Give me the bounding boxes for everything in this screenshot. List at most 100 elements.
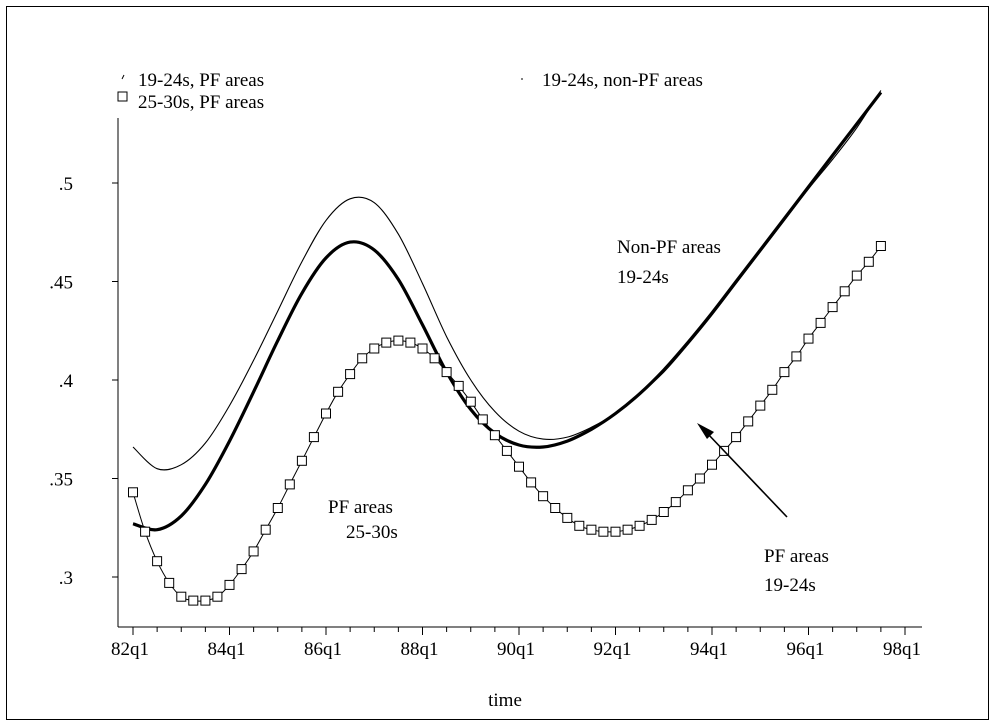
data-point-square bbox=[321, 408, 331, 419]
data-point-square bbox=[489, 430, 500, 441]
legend-item-pf-19-24: 19-24s, PF areas bbox=[121, 70, 264, 91]
data-point-square bbox=[755, 400, 766, 411]
data-point-square bbox=[465, 396, 476, 407]
data-point-square bbox=[658, 507, 669, 517]
data-point-square bbox=[345, 369, 356, 380]
data-point-square bbox=[140, 526, 151, 537]
data-point-square bbox=[670, 497, 681, 508]
annotation-pf19-line2: 19-24s bbox=[764, 575, 816, 596]
data-point-square bbox=[128, 487, 138, 498]
data-point-square bbox=[779, 367, 790, 378]
y-tick-label: .5 bbox=[59, 174, 73, 195]
legend-item-nonpf-19-24: 19-24s, non-PF areas bbox=[521, 70, 703, 91]
data-point-square bbox=[514, 461, 524, 472]
data-point-square bbox=[417, 343, 428, 354]
data-point-square bbox=[550, 503, 561, 513]
legend-marker-square bbox=[117, 91, 128, 102]
data-point-square bbox=[598, 526, 609, 537]
annotation-pf25-line2: 25-30s bbox=[346, 522, 398, 543]
plot-area: .3 .35 .4 .45 .5 82q1 84q1 86q1 88q1 90q1 92q1 94q1… bbox=[49, 90, 922, 660]
data-point-square bbox=[248, 546, 259, 557]
legend-label: 25-30s, PF areas bbox=[138, 92, 264, 113]
data-point-square bbox=[694, 473, 705, 484]
y-tick-label: .4 bbox=[59, 371, 74, 392]
x-tick-label: 94q1 bbox=[690, 639, 728, 660]
annotation-pf19-line1: PF areas bbox=[764, 546, 829, 567]
y-tick-label: .35 bbox=[49, 470, 73, 491]
data-point-square bbox=[682, 485, 693, 496]
data-point-square bbox=[574, 520, 585, 531]
data-point-square bbox=[333, 386, 344, 397]
legend-label: 19-24s, non-PF areas bbox=[542, 70, 703, 91]
series-line-19-24s-pf-areas bbox=[132, 91, 883, 532]
annotation-arrow bbox=[697, 423, 788, 518]
data-point-square bbox=[260, 524, 271, 535]
x-tick-label: 92q1 bbox=[594, 639, 632, 660]
annotation-pf25-line1: PF areas bbox=[328, 497, 393, 518]
data-point-square bbox=[707, 459, 717, 470]
data-point-square bbox=[634, 520, 645, 531]
data-point-square bbox=[369, 343, 380, 354]
arrow-head bbox=[697, 423, 714, 439]
y-tick-label: .3 bbox=[59, 568, 73, 589]
data-point-square bbox=[429, 353, 440, 364]
data-point-square bbox=[393, 335, 404, 346]
data-point-square bbox=[827, 302, 838, 313]
data-point-square bbox=[791, 351, 802, 362]
x-tick-label: 98q1 bbox=[883, 639, 921, 660]
data-point-square bbox=[453, 380, 464, 391]
data-point-square bbox=[731, 432, 742, 443]
data-point-square bbox=[224, 579, 235, 590]
data-point-square bbox=[176, 591, 187, 602]
data-point-square bbox=[610, 526, 621, 537]
data-point-square bbox=[296, 455, 307, 466]
data-point-square bbox=[622, 524, 633, 535]
data-point-square bbox=[562, 512, 573, 523]
data-point-square bbox=[200, 595, 211, 606]
data-point-square bbox=[381, 337, 392, 348]
data-point-square bbox=[308, 432, 319, 443]
data-point-square bbox=[152, 556, 163, 567]
legend: 19-24s, PF areas 25-30s, PF areas 19-24s… bbox=[117, 70, 703, 113]
x-tick-label: 84q1 bbox=[208, 639, 246, 660]
x-tick-label: 96q1 bbox=[787, 639, 825, 660]
legend-label: 19-24s, PF areas bbox=[138, 70, 264, 91]
y-tick-label: .45 bbox=[49, 273, 73, 294]
data-point-square bbox=[851, 270, 862, 281]
data-point-square bbox=[743, 416, 754, 427]
data-point-square bbox=[164, 577, 175, 588]
data-point-square bbox=[236, 564, 247, 575]
x-tick-label: 86q1 bbox=[304, 639, 342, 660]
legend-marker-pf-19-24 bbox=[121, 74, 125, 80]
data-point-square bbox=[526, 477, 537, 488]
data-point-square bbox=[586, 524, 597, 535]
data-point-square bbox=[803, 333, 814, 344]
outer-frame bbox=[6, 6, 989, 720]
data-point-square bbox=[501, 445, 512, 456]
legend-item-pf-25-30: 25-30s, PF areas bbox=[117, 91, 264, 113]
data-point-square bbox=[767, 384, 778, 395]
data-point-square bbox=[863, 256, 874, 267]
data-point-square bbox=[284, 479, 295, 490]
data-point-square bbox=[357, 353, 368, 364]
data-point-square bbox=[815, 317, 826, 328]
x-tick-label: 82q1 bbox=[111, 639, 149, 660]
data-point-square bbox=[477, 414, 488, 425]
data-point-square bbox=[188, 595, 199, 606]
x-axis-title: time bbox=[488, 690, 522, 711]
x-tick-label: 90q1 bbox=[497, 639, 535, 660]
annotation-nonpf-line1: Non-PF areas bbox=[617, 237, 721, 258]
data-point-square bbox=[441, 367, 452, 378]
data-point-square bbox=[646, 514, 657, 525]
data-point-square bbox=[839, 286, 850, 297]
data-point-square bbox=[405, 337, 416, 348]
data-point-square bbox=[212, 591, 223, 602]
data-point-square bbox=[538, 491, 549, 502]
arrow-shaft bbox=[706, 432, 788, 518]
data-point-square bbox=[272, 503, 283, 513]
x-tick-label: 88q1 bbox=[401, 639, 439, 660]
data-point-square bbox=[875, 241, 886, 251]
annotation-nonpf-line2: 19-24s bbox=[617, 267, 669, 288]
